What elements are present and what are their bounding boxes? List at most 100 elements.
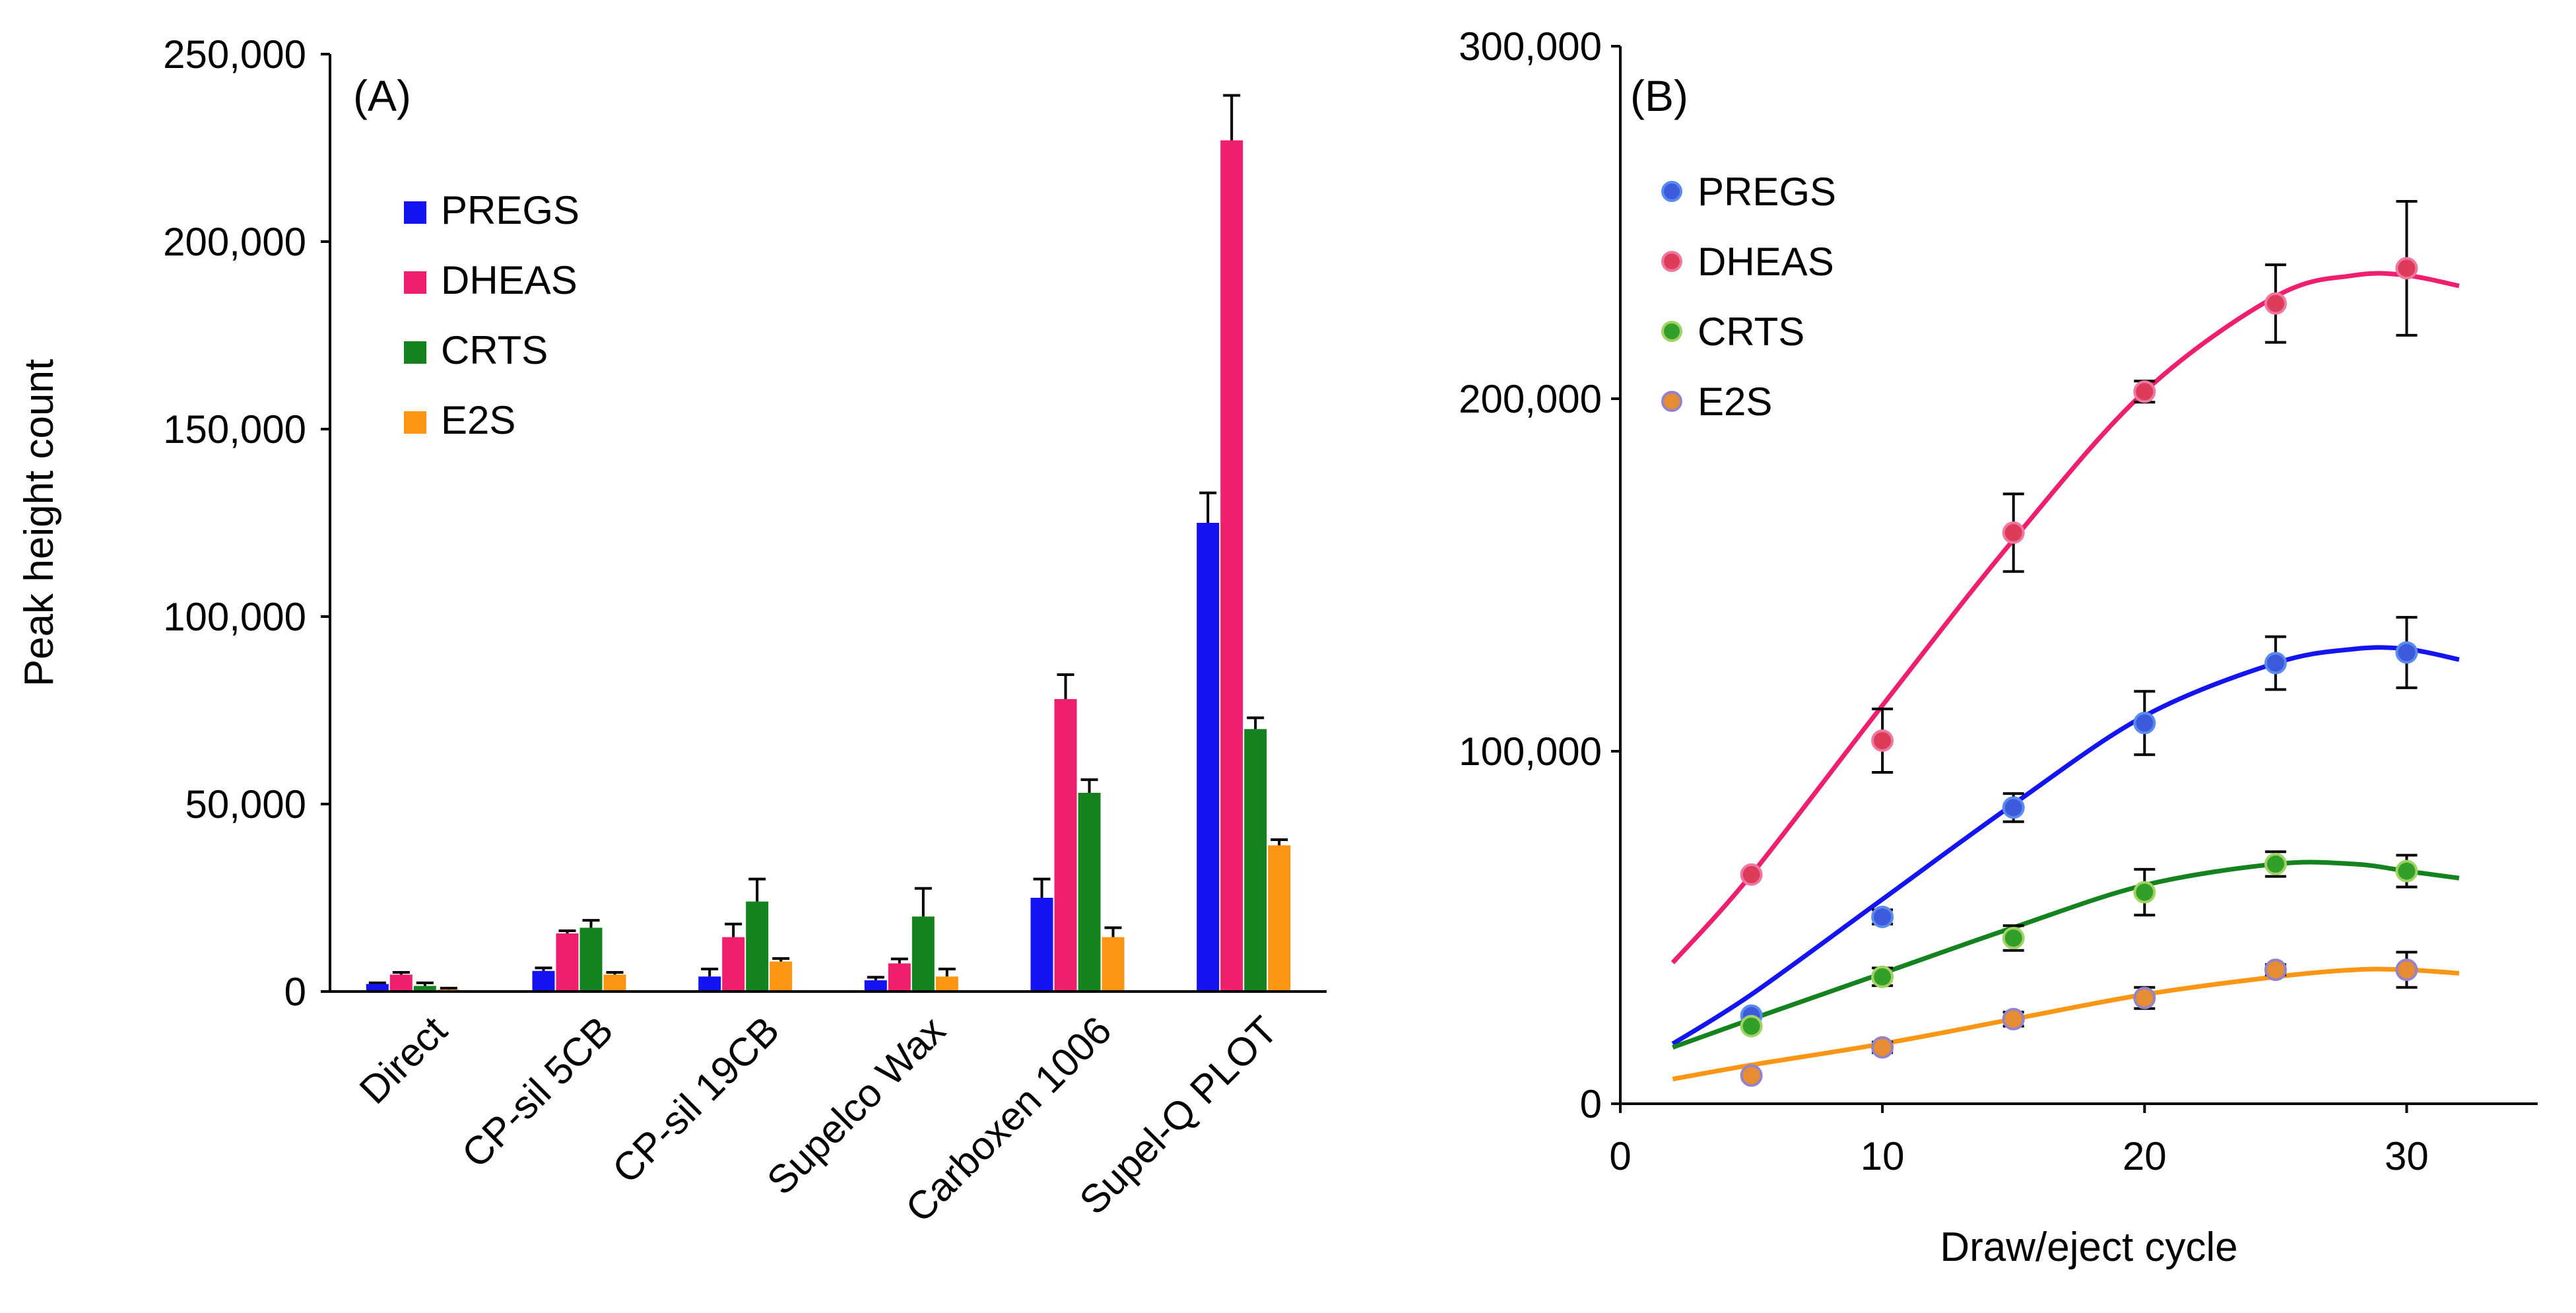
point-e2s-x25 <box>2264 959 2287 982</box>
panel-a-y-tick-label: 50,000 <box>185 782 306 826</box>
fit-curve-dheas <box>1670 271 2460 964</box>
point-pregs-x25 <box>2264 652 2287 675</box>
panel-b-x-ticks: 0 10 20 30 <box>1609 1104 2429 1178</box>
fit-curve-crts <box>1672 859 2460 1050</box>
point-crts-x5 <box>1740 1015 1763 1038</box>
fit-curve-e2s <box>1672 966 2460 1082</box>
panel-b-x-axis-title: Draw/eject cycle <box>1940 1225 2237 1270</box>
panel-b-y-tick-label: 300,000 <box>1459 24 1602 69</box>
panel-b-label: (B) <box>1630 71 1688 120</box>
panel-a-category-label-direct: Direct <box>351 1008 455 1112</box>
panel-b-x-tick-label: 10 <box>1861 1134 1905 1178</box>
point-dheas-x30 <box>2395 257 2418 280</box>
bar-e2s-cp-sil-19cb <box>770 961 793 992</box>
bar-pregs-supelco-wax <box>864 980 887 992</box>
point-dheas-x10 <box>1871 729 1894 752</box>
fit-curve-pregs <box>1671 645 2460 1046</box>
bar-crts-cp-sil-5cb <box>579 927 603 992</box>
legend-label-e2s: E2S <box>1698 380 1772 424</box>
panel-a-y-axis-title: Peak height count <box>17 359 62 687</box>
point-dheas-x5 <box>1740 863 1763 886</box>
panel-b-x-tick-label: 0 <box>1609 1134 1631 1178</box>
bar-pregs-cp-sil-5cb <box>532 970 555 992</box>
panel-a-y-tick-label: 0 <box>284 970 306 1014</box>
panel-a-y-tick-label: 250,000 <box>163 32 306 77</box>
legend-label-dheas: DHEAS <box>1698 240 1834 284</box>
point-dheas-x20 <box>2133 380 2156 403</box>
panel-b-y-tick-label: 100,000 <box>1459 729 1602 774</box>
bar-crts-cp-sil-19cb <box>746 901 769 992</box>
point-e2s-x15 <box>2002 1007 2025 1030</box>
panel-b-y-tick-label: 200,000 <box>1459 377 1602 421</box>
bar-dheas-carboxen-1006 <box>1054 699 1077 992</box>
legend-marker-dheas <box>1661 251 1682 272</box>
legend-swatch-pregs <box>404 201 426 224</box>
bar-dheas-direct <box>389 974 413 992</box>
panel-a-error-bars <box>368 94 1288 990</box>
point-crts-x10 <box>1871 965 1894 988</box>
legend-swatch-dheas <box>404 271 426 294</box>
point-e2s-x10 <box>1871 1036 1894 1059</box>
legend-marker-crts <box>1661 321 1682 342</box>
point-pregs-x15 <box>2002 796 2025 819</box>
bar-dheas-supelco-wax <box>888 963 911 992</box>
panel-a-category-label-cp-sil-19cb: CP-sil 19CB <box>604 1008 787 1192</box>
legend-label-e2s: E2S <box>441 398 515 442</box>
bar-crts-supelco-wax <box>911 916 935 992</box>
legend-swatch-crts <box>404 341 426 364</box>
point-crts-x20 <box>2133 881 2156 904</box>
point-crts-x15 <box>2002 927 2025 949</box>
panel-a: 0 50,000 100,000 150,000 200,000 250,000 Dire… <box>17 32 1327 1230</box>
panel-b-y-tick-label: 0 <box>1580 1082 1602 1126</box>
point-e2s-x30 <box>2395 959 2418 982</box>
legend-swatch-e2s <box>404 411 426 434</box>
bar-dheas-supel-q-plot <box>1220 140 1243 992</box>
point-crts-x30 <box>2395 859 2418 883</box>
panel-a-y-tick-label: 100,000 <box>163 595 306 639</box>
panel-a-y-tick-label: 150,000 <box>163 407 306 452</box>
bar-crts-direct <box>413 986 436 992</box>
panel-a-bars <box>366 140 1291 992</box>
point-pregs-x30 <box>2395 641 2418 664</box>
panel-b-error-bars <box>1872 200 2418 1054</box>
bar-e2s-supelco-wax <box>935 976 958 992</box>
point-pregs-x10 <box>1871 906 1894 928</box>
point-pregs-x20 <box>2133 712 2156 735</box>
point-dheas-x25 <box>2264 292 2287 315</box>
legend-label-crts: CRTS <box>1698 310 1804 354</box>
panel-b-legend: PREGS DHEAS CRTS E2S <box>1661 170 1836 424</box>
bar-pregs-cp-sil-19cb <box>698 976 721 992</box>
legend-label-pregs: PREGS <box>1698 170 1836 214</box>
bar-crts-supel-q-plot <box>1244 729 1267 992</box>
point-e2s-x5 <box>1740 1064 1763 1087</box>
legend-marker-pregs <box>1661 181 1682 202</box>
legend-marker-e2s <box>1661 391 1682 412</box>
point-crts-x25 <box>2264 852 2287 875</box>
legend-label-crts: CRTS <box>441 328 548 372</box>
panel-a-legend: PREGS DHEAS CRTS E2S <box>404 188 579 442</box>
bar-pregs-direct <box>366 984 389 992</box>
panel-b-y-ticks: 0 100,000 200,000 300,000 <box>1459 24 1620 1126</box>
bar-e2s-cp-sil-5cb <box>603 974 626 992</box>
panel-b-x-tick-label: 20 <box>2123 1134 2167 1178</box>
panel-b-fit-curves <box>1670 271 2460 1082</box>
bar-pregs-carboxen-1006 <box>1030 898 1053 992</box>
point-e2s-x20 <box>2133 986 2156 1009</box>
bar-e2s-carboxen-1006 <box>1102 937 1125 992</box>
panel-b-points <box>1740 257 2418 1087</box>
panel-b-x-tick-label: 30 <box>2385 1134 2429 1178</box>
legend-label-pregs: PREGS <box>441 188 579 232</box>
panel-a-category-label-cp-sil-5cb: CP-sil 5CB <box>453 1008 622 1176</box>
bar-dheas-cp-sil-19cb <box>722 937 745 992</box>
bar-crts-carboxen-1006 <box>1078 793 1101 992</box>
panel-a-label: (A) <box>353 71 411 120</box>
bar-dheas-cp-sil-5cb <box>556 933 579 992</box>
panel-b: 0 100,000 200,000 300,000 0 10 20 30 Draw/ejec… <box>1459 24 2538 1270</box>
panel-a-y-ticks: 0 50,000 100,000 150,000 200,000 250,000 <box>163 32 330 1014</box>
bar-pregs-supel-q-plot <box>1197 523 1220 992</box>
bar-e2s-supel-q-plot <box>1268 845 1291 992</box>
panel-a-y-tick-label: 200,000 <box>163 220 306 264</box>
